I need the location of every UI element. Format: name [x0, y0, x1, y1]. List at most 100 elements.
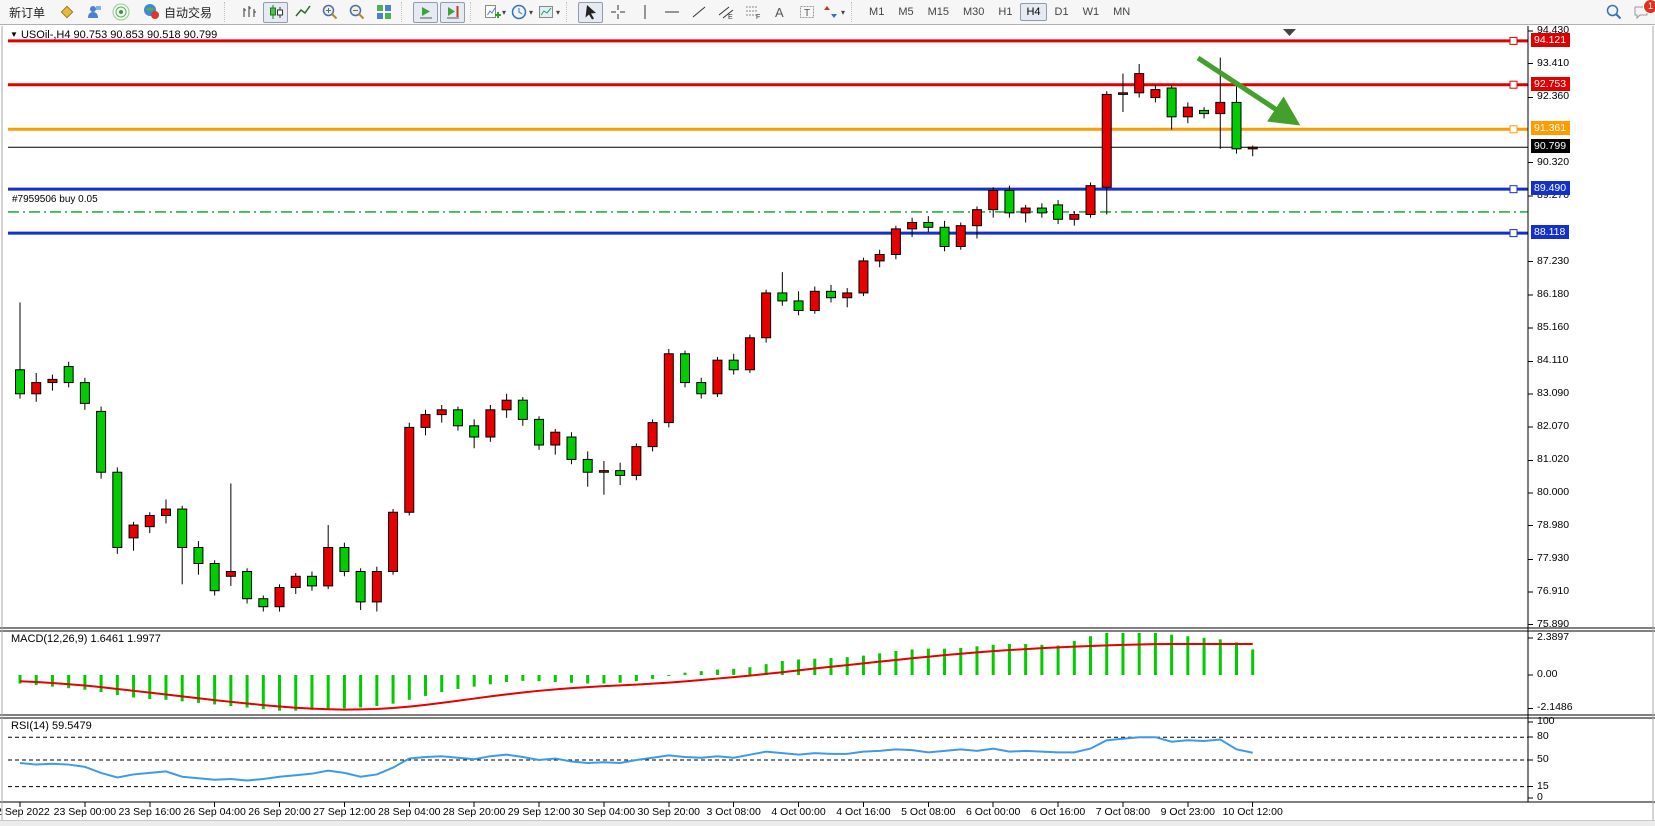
- timeframe-H1[interactable]: H1: [998, 6, 1013, 18]
- macd-bar: [180, 675, 184, 702]
- price-tick-label: 92.360: [1537, 90, 1570, 103]
- chat-icon[interactable]: 1: [1628, 0, 1655, 23]
- candle-body: [177, 508, 188, 548]
- candle-body: [826, 290, 836, 299]
- candle-body: [939, 226, 950, 247]
- candle-body: [777, 292, 788, 302]
- crosshair-icon[interactable]: [605, 2, 630, 23]
- time-label: 5 Oct 08:00: [901, 806, 956, 818]
- timeframe-M5[interactable]: M5: [898, 6, 914, 18]
- price-tick-label: 84.110: [1537, 354, 1569, 367]
- trendline-icon[interactable]: [686, 2, 711, 23]
- chart-shift-marker[interactable]: [1283, 29, 1296, 36]
- timeframe-MN[interactable]: MN: [1113, 6, 1131, 18]
- time-label: 4 Oct 16:00: [836, 806, 891, 818]
- timeframe-M1[interactable]: M1: [869, 6, 885, 18]
- toolbar-separator: [401, 2, 408, 22]
- macd-title: MACD(12,26,9) 1.6461 1.9977: [11, 633, 161, 645]
- macd-bar: [148, 675, 152, 700]
- time-label: 9 Oct 23:00: [1160, 806, 1215, 818]
- bar-chart-icon[interactable]: [236, 2, 261, 23]
- candle-body: [160, 508, 171, 516]
- symbol-title: ▼ USOil-,H4 90.753 90.853 90.518 90.799: [10, 29, 217, 41]
- price-tick-label: 86.180: [1537, 288, 1570, 301]
- price-level-label: 92.753: [1531, 76, 1571, 91]
- price-level-label: 88.118: [1531, 225, 1570, 240]
- candle-body: [582, 458, 593, 473]
- time-label: 30 Sep 04:00: [572, 806, 636, 818]
- macd-scale-label: 2.3897: [1537, 630, 1570, 643]
- period-clock-icon[interactable]: ▾: [509, 2, 534, 23]
- timeframe-W1[interactable]: W1: [1082, 6, 1100, 18]
- candle-body: [1215, 101, 1226, 115]
- time-label: 4 Oct 00:00: [771, 806, 826, 818]
- candle-body: [1150, 89, 1161, 99]
- equidistant-channel-icon[interactable]: E: [713, 2, 738, 23]
- macd-bar: [732, 668, 736, 675]
- macd-bar: [1056, 645, 1060, 675]
- level-line-handle[interactable]: [1509, 80, 1518, 89]
- zoom-out-icon[interactable]: [344, 2, 369, 23]
- new-chart-icon[interactable]: ▾: [482, 2, 507, 23]
- timeframe-M30[interactable]: M30: [963, 6, 985, 18]
- auto-scroll-icon[interactable]: [413, 1, 439, 23]
- template-icon[interactable]: ▾: [536, 2, 561, 23]
- chart-shift-icon[interactable]: [440, 1, 466, 23]
- candle-body: [112, 471, 123, 548]
- symbol-dropdown-icon[interactable]: ▼: [10, 30, 18, 39]
- svg-text:T: T: [804, 8, 810, 19]
- line-chart-icon[interactable]: [290, 2, 315, 23]
- chevron-down-icon: ▾: [556, 7, 561, 17]
- macd-bar: [861, 655, 865, 675]
- macd-bar: [342, 675, 346, 709]
- macd-bar: [618, 675, 622, 683]
- timeframe-H4[interactable]: H4: [1020, 3, 1047, 21]
- level-line-handle[interactable]: [1509, 125, 1518, 134]
- price-tick-label: 78.980: [1537, 518, 1570, 531]
- text-label-icon[interactable]: T: [794, 2, 819, 23]
- macd-bar: [1202, 637, 1206, 675]
- vertical-line-icon[interactable]: [632, 2, 657, 23]
- new-order-label: 新订单: [9, 5, 46, 20]
- trend-arrow-annotation[interactable]: [1196, 55, 1301, 126]
- fibonacci-icon[interactable]: F: [740, 2, 765, 23]
- candle-body: [79, 382, 90, 404]
- candlestick-chart-icon[interactable]: [263, 1, 289, 23]
- level-line-handle[interactable]: [1509, 229, 1518, 238]
- chart-canvas[interactable]: [0, 26, 1655, 826]
- arrows-icon[interactable]: ▾: [821, 2, 846, 23]
- market-watch-icon[interactable]: [81, 2, 106, 23]
- macd-bar: [537, 675, 541, 682]
- text-icon[interactable]: A: [767, 2, 792, 23]
- search-icon[interactable]: [1601, 2, 1626, 23]
- macd-bar: [99, 675, 103, 693]
- macd-bar: [1170, 634, 1174, 675]
- autotrade-button[interactable]: 自动交易: [135, 0, 219, 26]
- candle-body: [420, 414, 431, 428]
- time-label: 23 Sep 00:00: [53, 806, 117, 818]
- timeframe-M15[interactable]: M15: [927, 6, 949, 18]
- order-ticket-icon[interactable]: [54, 2, 79, 23]
- candle-body: [501, 399, 512, 411]
- chart-window[interactable]: ▼ USOil-,H4 90.753 90.853 90.518 90.799 …: [0, 24, 1655, 826]
- macd-bar: [1218, 639, 1222, 675]
- rsi-scale-label: 80: [1537, 730, 1549, 743]
- level-line-handle[interactable]: [1509, 36, 1518, 45]
- horizontal-line-icon[interactable]: [659, 2, 684, 23]
- macd-bar: [1137, 633, 1141, 675]
- signal-icon[interactable]: [108, 2, 133, 23]
- timeframe-D1[interactable]: D1: [1054, 6, 1069, 18]
- tile-windows-icon[interactable]: [371, 2, 396, 23]
- time-label: 29 Sep 12:00: [507, 806, 571, 818]
- toolbar-chart-buttons: [236, 1, 396, 23]
- cursor-icon[interactable]: [578, 1, 604, 23]
- zoom-in-icon[interactable]: [317, 2, 342, 23]
- candle-body: [598, 470, 609, 473]
- candle-body: [290, 575, 301, 589]
- candle-body: [193, 546, 204, 564]
- new-order-button[interactable]: 新订单: [2, 1, 52, 24]
- level-line-handle[interactable]: [1509, 185, 1518, 194]
- candle-body: [971, 209, 982, 227]
- candle-body: [923, 221, 934, 228]
- macd-bar: [132, 675, 136, 698]
